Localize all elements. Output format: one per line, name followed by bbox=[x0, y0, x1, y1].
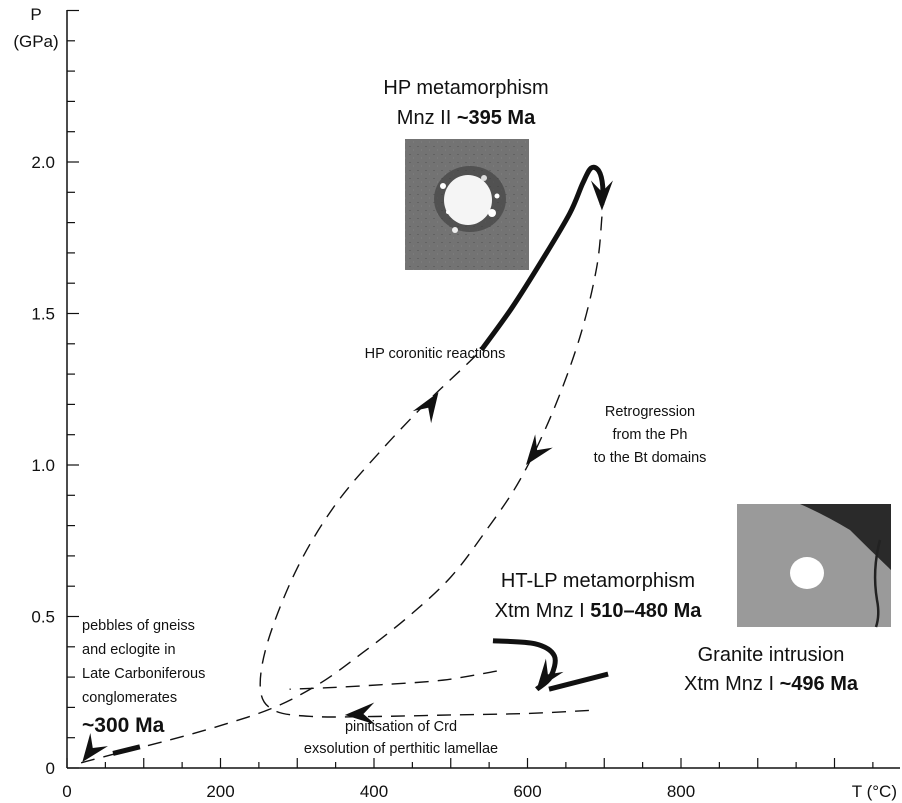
granite-age-label: Xtm Mnz I ~496 Ma bbox=[684, 673, 859, 695]
hp-age-value: ~395 Ma bbox=[457, 107, 536, 129]
htlp-age-value: 510–480 Ma bbox=[590, 600, 702, 622]
pinitisation-label-2: exsolution of perthitic lamellae bbox=[304, 741, 498, 757]
y-tick-label: 0 bbox=[46, 759, 55, 778]
axes: 0 0.5 1.0 1.5 2.0 0 200 400 600 800 bbox=[31, 9, 900, 801]
pebbles-age-label: ~300 Ma bbox=[82, 714, 165, 737]
pebbles-label-3: Late Carboniferous bbox=[82, 666, 205, 682]
y-tick-label: 1.5 bbox=[31, 305, 55, 324]
x-axis-title: T (°C) bbox=[852, 782, 897, 801]
y-tick-label: 1.0 bbox=[31, 456, 55, 475]
htlp-metamorphism-label: HT-LP metamorphism bbox=[501, 570, 695, 592]
x-tick-label: 800 bbox=[667, 782, 695, 801]
arrow-hp-peak bbox=[590, 180, 613, 211]
late-dashed-line bbox=[289, 670, 497, 690]
pebbles-label-2: and eclogite in bbox=[82, 642, 176, 658]
retrograde-dashed-line bbox=[78, 216, 603, 765]
arrow-retro bbox=[525, 434, 553, 465]
arrow-pinitisation bbox=[344, 702, 376, 725]
x-tick-label: 0 bbox=[62, 782, 71, 801]
htlp-age-label: Xtm Mnz I 510–480 Ma bbox=[495, 600, 703, 622]
arrow-origin bbox=[82, 732, 108, 762]
granite-age-value: ~496 Ma bbox=[780, 673, 859, 695]
htlp-micrograph-image bbox=[737, 504, 891, 628]
pebbles-label-4: conglomerates bbox=[82, 690, 177, 706]
x-tick-label: 200 bbox=[206, 782, 234, 801]
hp-metamorphism-label: HP metamorphism bbox=[383, 77, 548, 99]
hp-path-solid-line bbox=[479, 164, 606, 352]
origin-stub bbox=[112, 744, 141, 756]
retrogression-label-1: Retrogression bbox=[605, 404, 695, 420]
x-tick-label: 600 bbox=[513, 782, 541, 801]
granite-intrusion-stub bbox=[548, 671, 609, 692]
y-tick-label: 2.0 bbox=[31, 153, 55, 172]
y-axis-title-line2: (GPa) bbox=[13, 32, 58, 51]
pinitisation-label-1: pinitisation of Crd bbox=[345, 719, 457, 735]
hp-age-label: Mnz II ~395 Ma bbox=[397, 107, 536, 129]
arrow-prograde bbox=[412, 392, 439, 424]
pebbles-label-1: pebbles of gneiss bbox=[82, 618, 195, 634]
y-axis-title-line1: P bbox=[30, 5, 41, 24]
htlp-age-prefix: Xtm Mnz I bbox=[495, 600, 591, 622]
hp-coronitic-label: HP coronitic reactions bbox=[365, 346, 506, 362]
retrogression-label-3: to the Bt domains bbox=[594, 450, 707, 466]
hp-micrograph-image bbox=[405, 139, 529, 270]
path-arrows bbox=[82, 180, 613, 762]
x-tick-label: 400 bbox=[360, 782, 388, 801]
granite-age-prefix: Xtm Mnz I bbox=[684, 673, 780, 695]
arrow-granite bbox=[536, 658, 564, 690]
retrogression-label-2: from the Ph bbox=[613, 427, 688, 443]
y-tick-label: 0.5 bbox=[31, 608, 55, 627]
granite-intrusion-label: Granite intrusion bbox=[698, 644, 845, 666]
hp-age-prefix: Mnz II bbox=[397, 107, 457, 129]
